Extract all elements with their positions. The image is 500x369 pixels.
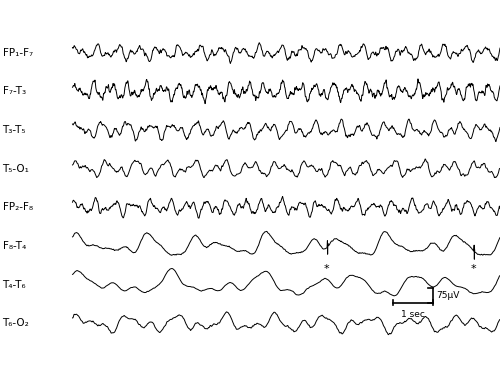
Text: Source: Semin Neurol © 2003 Thieme Medical Publishers: Source: Semin Neurol © 2003 Thieme Medic…: [210, 353, 490, 363]
Text: 75μV: 75μV: [436, 291, 460, 300]
Text: FP₁-F₇: FP₁-F₇: [2, 48, 32, 58]
Text: T₆-O₂: T₆-O₂: [2, 318, 29, 328]
Text: F₈-T₄: F₈-T₄: [2, 241, 26, 251]
Text: FP₂-F₈: FP₂-F₈: [2, 202, 32, 212]
Text: T₃-T₅: T₃-T₅: [2, 125, 26, 135]
Text: Medscape®: Medscape®: [10, 8, 99, 21]
Text: T₅-O₁: T₅-O₁: [2, 164, 30, 174]
Text: F₇-T₃: F₇-T₃: [2, 86, 26, 96]
Text: *: *: [324, 264, 330, 274]
Text: 1 sec: 1 sec: [400, 310, 424, 319]
Text: T₄-T₆: T₄-T₆: [2, 280, 26, 290]
Text: *: *: [470, 264, 476, 274]
Text: www.medscape.com: www.medscape.com: [220, 8, 349, 21]
